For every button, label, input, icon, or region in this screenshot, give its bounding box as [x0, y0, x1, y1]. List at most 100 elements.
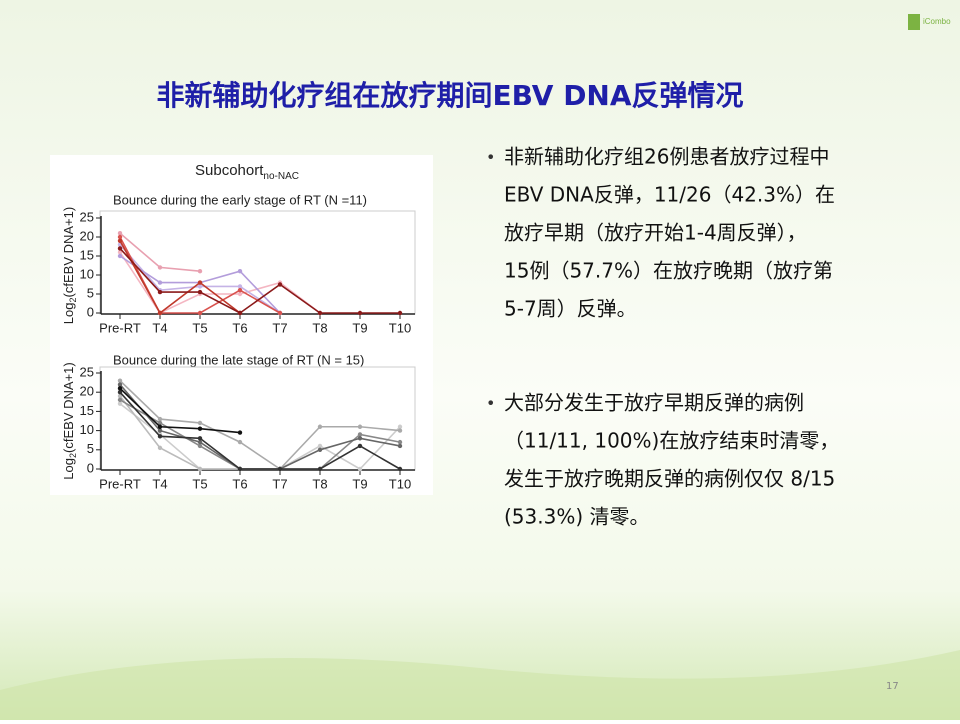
data-point	[117, 234, 123, 240]
data-point	[397, 466, 403, 472]
series-line	[119, 395, 240, 470]
data-point	[117, 231, 123, 236]
data-point	[357, 436, 363, 441]
data-point	[117, 238, 123, 243]
data-point	[397, 428, 403, 433]
x-tick-label: Pre-RT	[99, 476, 141, 491]
logo: iCombo	[923, 17, 951, 26]
data-point	[357, 443, 363, 449]
y-axis-label: Log2(cfEBV DNA+1)	[61, 207, 78, 324]
bullet-line: (53.3%) 清零。	[504, 505, 650, 529]
data-point	[197, 443, 203, 449]
data-point	[397, 443, 403, 449]
data-point	[117, 393, 123, 399]
x-tick-label: T8	[312, 320, 327, 335]
chart-subtitle: Bounce during the early stage of RT (N =…	[113, 192, 367, 207]
bullet-line: EBV DNA反弹，11/26（42.3%）在	[504, 183, 835, 207]
bullet-dot: •	[486, 394, 495, 413]
series-line	[119, 391, 401, 470]
data-point	[197, 426, 203, 431]
data-point	[237, 284, 243, 289]
slide-title: 非新辅助化疗组在放疗期间EBV DNA反弹情况	[156, 79, 743, 112]
data-point	[157, 434, 163, 439]
data-point	[237, 288, 243, 293]
y-tick-label: 10	[80, 266, 94, 281]
y-tick-label: 20	[80, 384, 94, 399]
bullet-line: 5-7周）反弹。	[504, 297, 637, 321]
data-point	[117, 382, 123, 387]
data-point	[117, 390, 123, 395]
bullet-line: 发生于放疗晚期反弹的病例仅仅 8/15	[504, 467, 835, 491]
data-point	[277, 310, 283, 316]
data-point	[237, 466, 243, 472]
grass	[0, 650, 960, 720]
data-point	[197, 289, 203, 295]
data-point	[397, 439, 403, 445]
y-axis-label: Log2(cfEBV DNA+1)	[61, 362, 78, 479]
bullet-line: 大部分发生于放疗早期反弹的病例	[504, 391, 804, 415]
data-point	[237, 269, 243, 274]
data-point	[317, 424, 323, 429]
y-tick-label: 15	[80, 403, 94, 418]
bullet-dot: •	[486, 148, 495, 167]
y-label-part: (cfEBV DNA+1)	[61, 362, 76, 453]
bullet-line: （11/11, 100%)在放疗结束时清零，	[504, 429, 839, 453]
x-tick-label: T8	[312, 476, 327, 491]
data-point	[197, 280, 203, 285]
data-point	[237, 430, 243, 435]
data-point	[157, 428, 163, 433]
y-label-sub: 2	[68, 297, 78, 302]
data-point	[197, 436, 203, 441]
data-point	[197, 269, 203, 274]
data-point	[157, 265, 163, 270]
series-line	[119, 251, 321, 315]
data-point	[237, 291, 243, 297]
y-label-part: Log	[61, 302, 76, 324]
data-point	[157, 424, 163, 429]
data-point	[357, 310, 363, 316]
data-point	[397, 310, 403, 316]
x-tick-label: T9	[352, 320, 367, 335]
series-line	[119, 247, 400, 314]
x-tick-label: T4	[152, 476, 167, 491]
data-point	[317, 447, 323, 452]
x-tick-label: T6	[232, 320, 247, 335]
y-tick-label: 0	[87, 460, 94, 475]
data-point	[117, 386, 123, 391]
data-point	[317, 466, 323, 472]
data-point	[197, 284, 203, 289]
data-point	[237, 310, 243, 316]
x-tick-label: T7	[272, 320, 287, 335]
y-tick-label: 25	[80, 209, 94, 224]
x-tick-label: T5	[192, 476, 207, 491]
x-tick-label: T9	[352, 476, 367, 491]
data-point	[277, 282, 283, 287]
data-point	[197, 466, 203, 472]
y-tick-label: 5	[87, 441, 94, 456]
data-point	[117, 378, 123, 383]
data-point	[157, 420, 163, 426]
y-tick-label: 15	[80, 247, 94, 262]
x-tick-label: T6	[232, 476, 247, 491]
series-line	[119, 387, 241, 434]
data-point	[157, 445, 163, 451]
series-line	[119, 380, 401, 471]
data-point	[117, 401, 123, 406]
x-tick-label: T7	[272, 476, 287, 491]
data-point	[157, 416, 163, 422]
y-tick-label: 25	[80, 364, 94, 379]
data-point	[397, 424, 403, 429]
data-point	[197, 439, 203, 445]
page-number: 17	[886, 681, 899, 692]
data-point	[317, 443, 323, 449]
data-point	[357, 432, 363, 437]
y-tick-label: 10	[80, 422, 94, 437]
x-tick-label: T4	[152, 320, 167, 335]
data-point	[117, 397, 123, 403]
x-tick-label: T5	[192, 320, 207, 335]
data-point	[117, 250, 123, 255]
x-tick-label: T10	[389, 476, 411, 491]
y-tick-label: 20	[80, 228, 94, 243]
data-point	[317, 310, 323, 316]
